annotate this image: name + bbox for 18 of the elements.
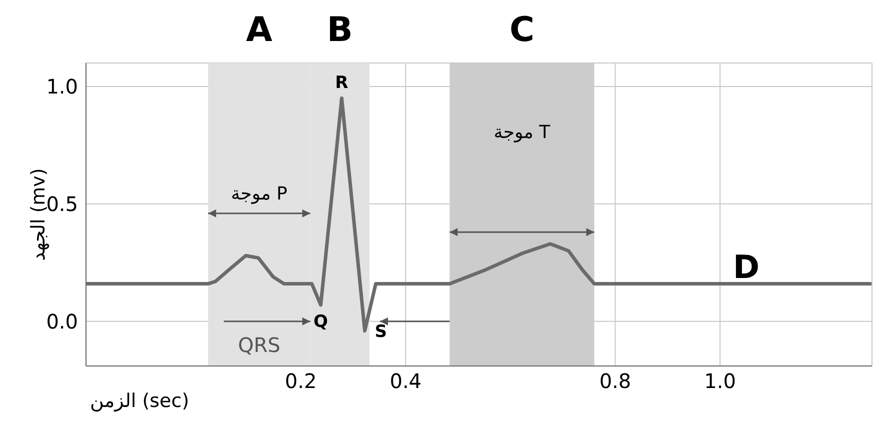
annotation: Q (314, 312, 328, 332)
x-tick-label: 0.4 (390, 369, 422, 394)
annotation: R (335, 73, 348, 94)
annotation: موجة T (494, 122, 552, 144)
annotation: D (732, 248, 760, 286)
band-label: C (509, 10, 534, 50)
x-axis-title: الزمن (sec) (90, 390, 190, 412)
annotation: QRS (238, 332, 280, 357)
y-tick-label: 0.0 (46, 309, 78, 334)
y-tick-label: 0.5 (46, 192, 78, 216)
y-tick-label: 1.0 (46, 74, 78, 99)
band-label: B (326, 10, 353, 50)
x-tick-label: 0.2 (284, 369, 317, 394)
annotation: موجة P (231, 183, 288, 204)
band-label: A (246, 10, 274, 50)
x-tick-label: 0.8 (599, 369, 632, 394)
annotation: S (374, 322, 388, 342)
x-tick-label: 1.0 (704, 369, 736, 394)
